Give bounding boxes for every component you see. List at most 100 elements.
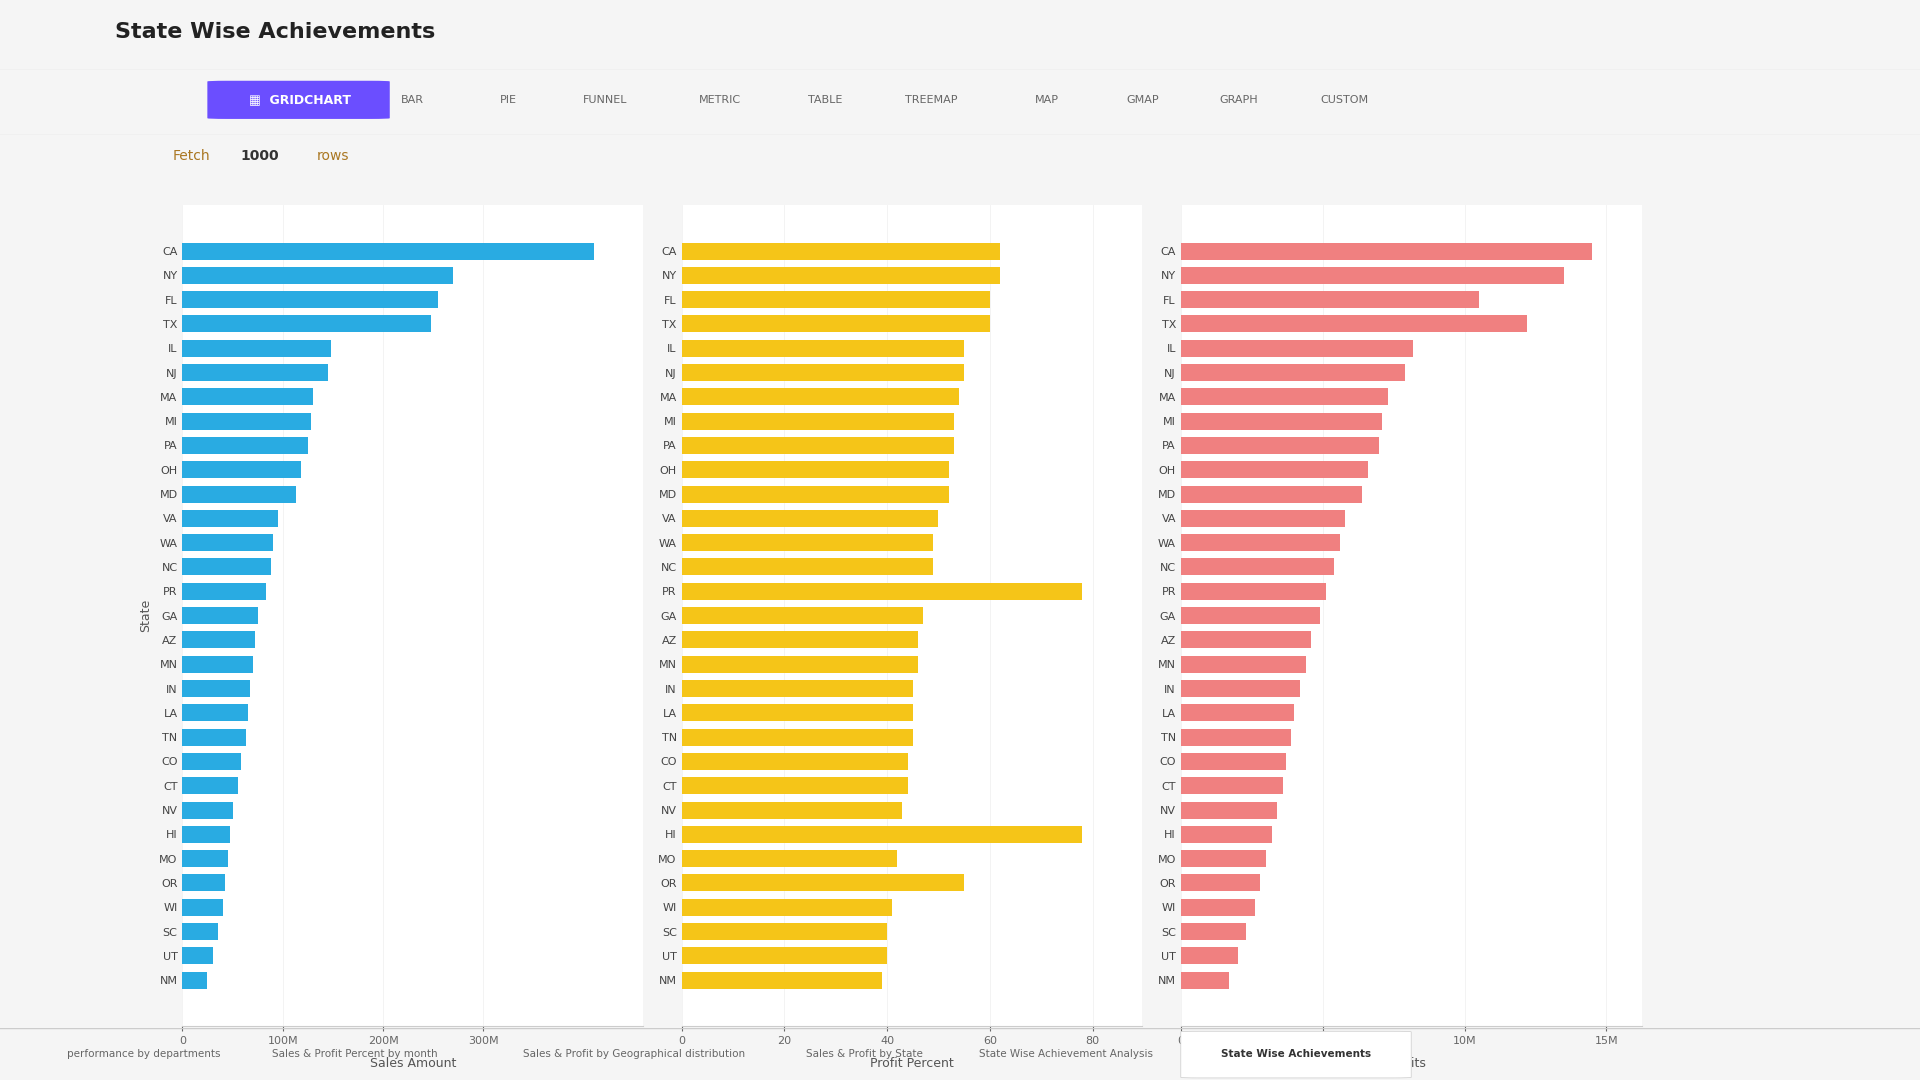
Text: GMAP: GMAP xyxy=(1127,95,1158,105)
Text: GRAPH: GRAPH xyxy=(1219,95,1258,105)
Bar xyxy=(682,656,918,673)
Text: TREEMAP: TREEMAP xyxy=(904,95,958,105)
Text: performance by departments: performance by departments xyxy=(67,1049,221,1059)
Bar xyxy=(182,340,330,356)
Bar xyxy=(182,656,253,673)
Text: Sales & Profit by State: Sales & Profit by State xyxy=(806,1049,922,1059)
Bar xyxy=(682,778,908,794)
Bar xyxy=(1181,778,1283,794)
Bar xyxy=(682,486,948,502)
Bar xyxy=(1181,947,1238,964)
Bar xyxy=(182,364,328,381)
Text: TABLE: TABLE xyxy=(808,95,843,105)
Bar xyxy=(182,826,230,842)
Bar xyxy=(682,437,954,454)
Bar xyxy=(1181,340,1413,356)
Bar xyxy=(1181,486,1363,502)
Bar xyxy=(1181,801,1277,819)
Bar xyxy=(182,778,238,794)
X-axis label: Profit Percent: Profit Percent xyxy=(870,1057,954,1070)
Bar xyxy=(1181,680,1300,697)
Bar xyxy=(1181,923,1246,940)
X-axis label: Sales Amount: Sales Amount xyxy=(371,1057,455,1070)
Bar xyxy=(182,801,232,819)
Text: State Wise Achievements: State Wise Achievements xyxy=(1221,1049,1371,1059)
Bar xyxy=(182,413,311,430)
Bar xyxy=(682,267,1000,284)
Text: ▦  GRIDCHART: ▦ GRIDCHART xyxy=(248,94,351,107)
Bar xyxy=(182,729,246,745)
Bar xyxy=(682,753,908,770)
Text: PIE: PIE xyxy=(501,95,516,105)
X-axis label: Units: Units xyxy=(1396,1057,1427,1070)
Text: Sales & Profit Percent by month: Sales & Profit Percent by month xyxy=(273,1049,438,1059)
Bar xyxy=(182,461,301,478)
Bar xyxy=(1181,461,1369,478)
Bar xyxy=(1181,292,1478,308)
Bar xyxy=(1181,753,1286,770)
Bar xyxy=(182,510,278,527)
Bar xyxy=(682,243,1000,259)
Text: State Wise Achievements: State Wise Achievements xyxy=(115,22,436,42)
Bar xyxy=(1181,729,1292,745)
Bar xyxy=(182,243,593,259)
Text: MAP: MAP xyxy=(1035,95,1058,105)
Bar xyxy=(182,972,207,988)
Bar xyxy=(682,535,933,551)
Bar xyxy=(182,292,438,308)
Bar xyxy=(682,899,893,916)
Bar xyxy=(682,607,924,624)
Bar xyxy=(1181,899,1254,916)
Bar xyxy=(1181,243,1592,259)
Bar xyxy=(1181,510,1346,527)
Bar xyxy=(682,364,964,381)
Bar xyxy=(1181,364,1405,381)
Bar xyxy=(682,461,948,478)
Bar xyxy=(182,875,225,891)
Text: CUSTOM: CUSTOM xyxy=(1319,95,1369,105)
Text: METRIC: METRIC xyxy=(699,95,741,105)
Text: 1000: 1000 xyxy=(240,149,278,162)
Bar xyxy=(1181,704,1294,721)
Bar xyxy=(682,923,887,940)
Text: Sales & Profit by Geographical distribution: Sales & Profit by Geographical distribut… xyxy=(522,1049,745,1059)
Bar xyxy=(182,899,223,916)
Bar xyxy=(182,923,217,940)
Bar xyxy=(682,413,954,430)
Bar xyxy=(1181,535,1340,551)
Bar xyxy=(182,267,453,284)
Bar xyxy=(682,875,964,891)
Bar xyxy=(182,389,313,405)
Bar xyxy=(682,389,958,405)
Bar xyxy=(1181,413,1382,430)
Bar xyxy=(1181,875,1260,891)
Bar xyxy=(182,850,228,867)
Bar xyxy=(1181,656,1306,673)
Bar xyxy=(682,510,939,527)
Bar xyxy=(182,632,255,648)
Bar xyxy=(182,680,250,697)
Text: FUNNEL: FUNNEL xyxy=(582,95,628,105)
Y-axis label: State: State xyxy=(140,599,152,632)
Bar xyxy=(1181,583,1325,599)
Bar xyxy=(682,704,912,721)
Bar xyxy=(1181,315,1526,333)
Bar xyxy=(682,972,881,988)
Bar xyxy=(182,437,307,454)
Bar xyxy=(682,680,912,697)
Bar xyxy=(182,947,213,964)
Bar xyxy=(1181,972,1229,988)
Bar xyxy=(682,558,933,576)
Text: State Wise Achievement Analysis: State Wise Achievement Analysis xyxy=(979,1049,1152,1059)
Bar xyxy=(682,947,887,964)
Bar xyxy=(682,801,902,819)
Bar xyxy=(682,826,1083,842)
Bar xyxy=(1181,437,1379,454)
FancyBboxPatch shape xyxy=(1181,1031,1411,1078)
FancyBboxPatch shape xyxy=(207,81,390,119)
Bar xyxy=(682,315,991,333)
Bar xyxy=(1181,558,1334,576)
Bar xyxy=(1181,389,1388,405)
Bar xyxy=(682,583,1083,599)
Bar xyxy=(182,486,296,502)
